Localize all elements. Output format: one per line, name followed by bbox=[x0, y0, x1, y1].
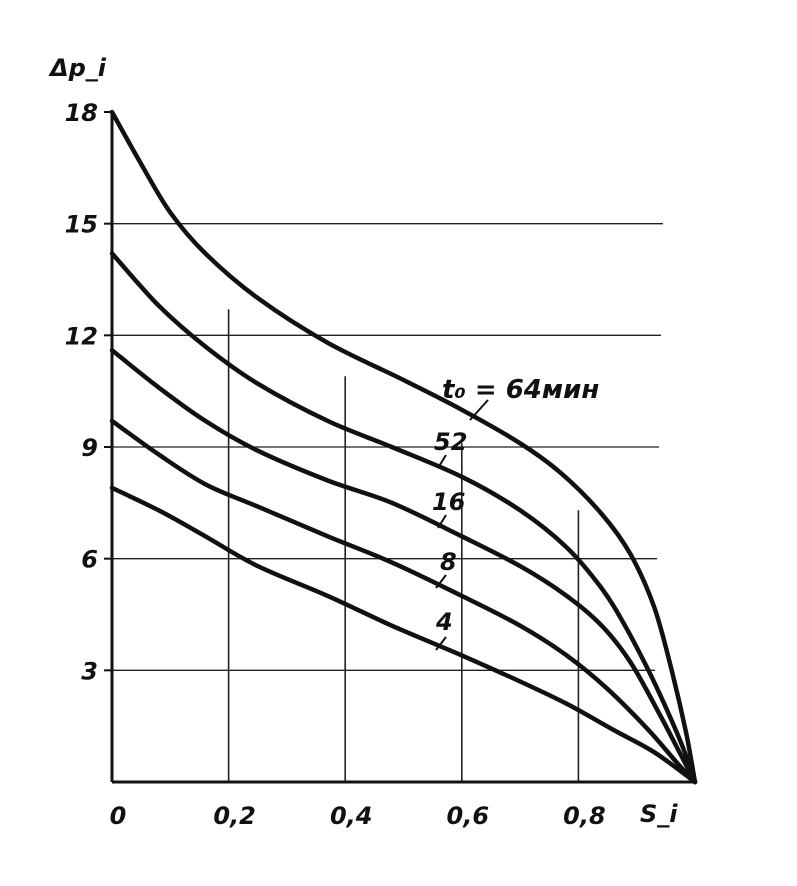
series-line-0 bbox=[109, 109, 698, 785]
series-curves bbox=[109, 109, 698, 785]
curve-label-4: 4 bbox=[435, 608, 453, 636]
y-tick-label-4: 15 bbox=[65, 211, 98, 239]
grid-lines bbox=[112, 223, 663, 782]
y-tick-label-0: 3 bbox=[81, 657, 98, 685]
axes bbox=[104, 111, 695, 784]
y-tick-label-1: 6 bbox=[81, 546, 98, 574]
x-tick-label-1: 0,2 bbox=[213, 802, 256, 830]
curve-label-16: 16 bbox=[432, 488, 465, 516]
y-tick-label-2: 9 bbox=[81, 434, 98, 462]
curve-label-64: t₀ = 64мин bbox=[442, 375, 599, 405]
series-line-1 bbox=[109, 251, 698, 785]
series-line-3 bbox=[109, 418, 698, 785]
x-tick-label-0: 0 bbox=[110, 802, 127, 830]
series-line-4 bbox=[109, 485, 698, 785]
curve-label-leaders bbox=[435, 399, 489, 651]
tick-labels: 3 6 9 12 15 18 0 0,2 0,4 0,6 0,8 bbox=[65, 99, 606, 830]
x-tick-label-2: 0,4 bbox=[330, 802, 373, 830]
x-tick-label-4: 0,8 bbox=[563, 802, 606, 830]
x-axis-label: S_i bbox=[640, 800, 678, 828]
x-tick-label-3: 0,6 bbox=[447, 802, 490, 830]
curve-label-8: 8 bbox=[440, 548, 457, 576]
y-tick-label-5: 18 bbox=[65, 99, 98, 127]
curve-label-52: 52 bbox=[434, 428, 467, 456]
y-tick-label-3: 12 bbox=[65, 322, 98, 350]
y-axis-label: Δp_i bbox=[48, 54, 107, 82]
series-line-2 bbox=[109, 347, 698, 785]
